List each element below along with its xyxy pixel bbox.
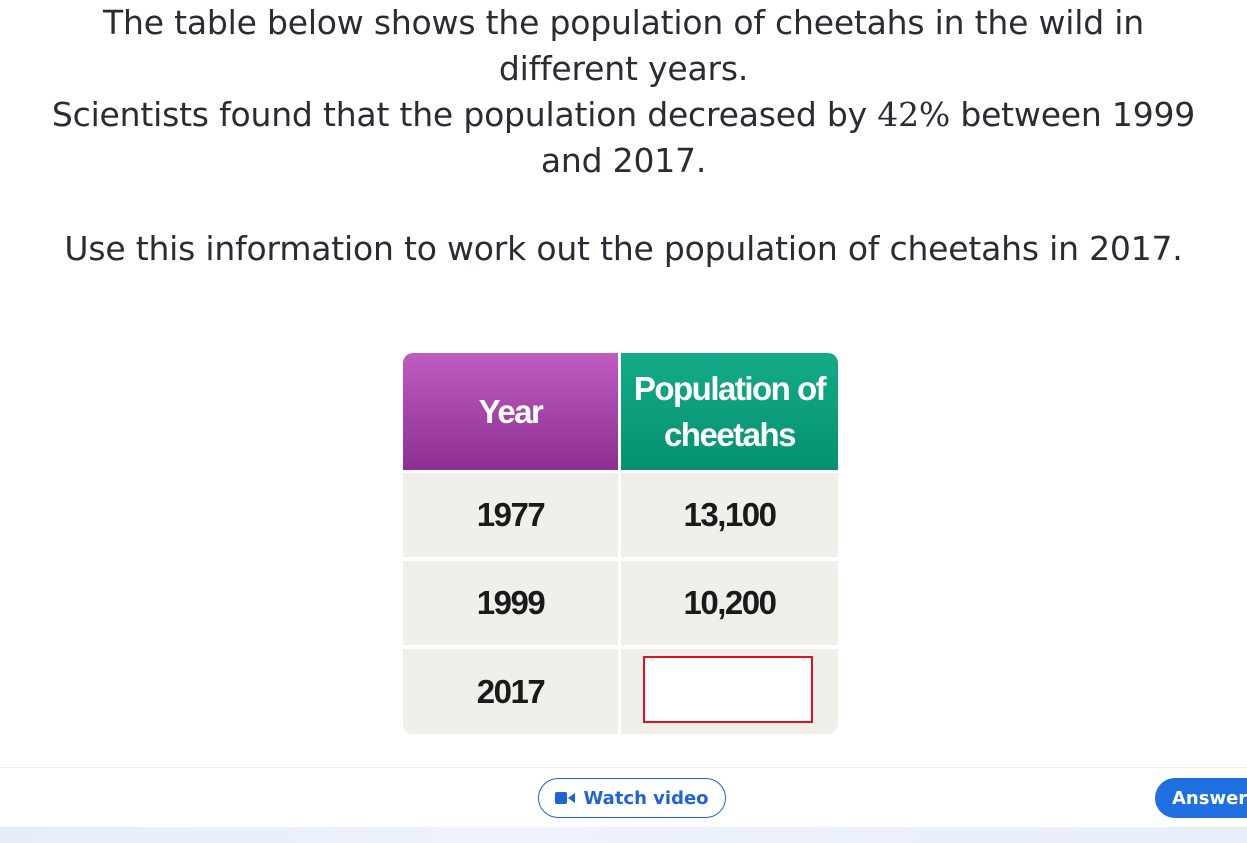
population-cell-1999: 10,200 <box>621 561 838 645</box>
video-camera-icon <box>555 791 576 805</box>
answer-button[interactable]: Answer <box>1155 778 1247 818</box>
question-line-1: The table below shows the population of … <box>103 3 1144 42</box>
answer-input-box[interactable] <box>643 656 813 723</box>
header-year: Year <box>403 353 618 470</box>
spacer <box>0 184 1247 226</box>
year-cell-1977: 1977 <box>403 473 618 557</box>
watch-video-label: Watch video <box>583 787 709 809</box>
question-line-3-start: Scientists found that the population dec… <box>51 95 878 134</box>
question-text: The table below shows the population of … <box>0 0 1247 272</box>
year-cell-1999: 1999 <box>403 561 618 645</box>
percentage-value: 42% <box>877 95 951 134</box>
question-line-2: different years. <box>498 49 749 88</box>
question-line-3-end: between 1999 <box>950 95 1196 134</box>
header-population-line2: cheetahs <box>663 415 797 453</box>
population-cell-1977: 13,100 <box>621 473 838 557</box>
header-population: Population of cheetahs <box>621 353 838 470</box>
population-table: Year Population of cheetahs 1977 13,100 … <box>403 353 838 734</box>
question-line-3: Scientists found that the population dec… <box>0 92 1247 138</box>
question-instruction: Use this information to work out the pop… <box>64 229 1183 268</box>
watch-video-button[interactable]: Watch video <box>538 778 726 818</box>
answer-button-label: Answer <box>1172 787 1247 809</box>
footer-divider <box>0 767 1247 768</box>
question-line-4: and 2017. <box>540 141 707 180</box>
header-population-line1: Population of <box>633 369 827 407</box>
year-cell-2017: 2017 <box>403 649 618 734</box>
bottom-strip <box>0 827 1247 843</box>
